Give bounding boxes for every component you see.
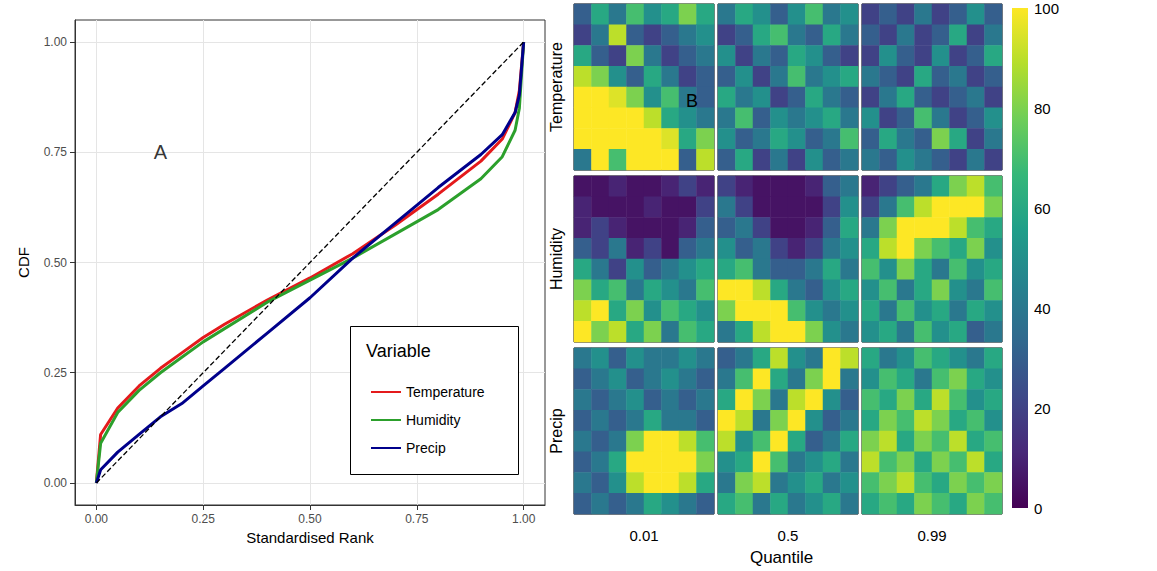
svg-text:80: 80 [1034, 100, 1051, 117]
svg-text:0.50: 0.50 [44, 256, 68, 270]
svg-text:0.00: 0.00 [44, 476, 68, 490]
svg-text:Temperature: Temperature [406, 384, 485, 400]
svg-text:Variable: Variable [366, 341, 431, 361]
svg-text:0.5: 0.5 [778, 527, 799, 544]
svg-text:100: 100 [1034, 0, 1059, 17]
svg-text:CDF: CDF [15, 247, 32, 278]
svg-text:60: 60 [1034, 200, 1051, 217]
svg-text:0.00: 0.00 [85, 512, 109, 526]
svg-text:Quantile: Quantile [750, 548, 813, 567]
svg-text:Precip: Precip [406, 440, 446, 456]
svg-text:A: A [154, 141, 168, 163]
svg-text:0.25: 0.25 [192, 512, 216, 526]
svg-text:Standardised Rank: Standardised Rank [246, 529, 374, 546]
svg-text:0.75: 0.75 [405, 512, 429, 526]
svg-text:Precip: Precip [548, 408, 565, 453]
svg-text:Humidity: Humidity [406, 412, 460, 428]
svg-text:40: 40 [1034, 300, 1051, 317]
svg-text:0: 0 [1034, 500, 1042, 517]
svg-text:B: B [686, 91, 698, 111]
svg-text:Temperature: Temperature [548, 42, 565, 132]
svg-text:0.25: 0.25 [44, 366, 68, 380]
svg-text:1.00: 1.00 [512, 512, 536, 526]
svg-text:0.75: 0.75 [44, 145, 68, 159]
svg-text:Humidity: Humidity [548, 228, 565, 290]
svg-text:1.00: 1.00 [44, 35, 68, 49]
svg-text:0.01: 0.01 [629, 527, 658, 544]
svg-text:0.50: 0.50 [298, 512, 322, 526]
svg-text:20: 20 [1034, 400, 1051, 417]
svg-text:0.99: 0.99 [917, 527, 946, 544]
